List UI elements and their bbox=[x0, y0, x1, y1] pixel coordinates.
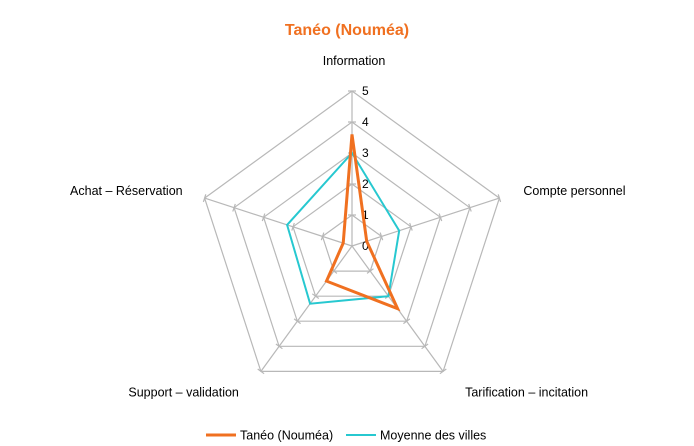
grid-spoke-5 bbox=[204, 197, 353, 247]
category-label-2: Compte personnel bbox=[523, 184, 625, 198]
grid-spoke-4 bbox=[260, 245, 353, 372]
grid-ring-2 bbox=[292, 183, 412, 297]
legend-label-1: Tanéo (Nouméa) bbox=[240, 429, 333, 443]
series-line-moyenne bbox=[285, 151, 401, 305]
radial-tick-labels: 0 1 2 3 4 5 bbox=[362, 84, 369, 253]
grid-ring-5 bbox=[203, 90, 501, 372]
tick-label-0: 0 bbox=[362, 239, 369, 253]
tick-label-3: 3 bbox=[362, 146, 369, 160]
tick-label-1: 1 bbox=[362, 208, 369, 222]
legend-label-2: Moyenne des villes bbox=[380, 429, 486, 443]
grid-ring-1 bbox=[321, 214, 383, 272]
grid-ring-4 bbox=[233, 121, 471, 347]
tick-label-4: 4 bbox=[362, 115, 369, 129]
legend: Tanéo (Nouméa) Moyenne des villes bbox=[206, 429, 486, 443]
tick-label-5: 5 bbox=[362, 84, 369, 98]
grid-tick-mark bbox=[497, 194, 502, 203]
chart-title: Tanéo (Nouméa) bbox=[285, 22, 409, 39]
grid-ring-3 bbox=[262, 152, 442, 322]
radar-grid bbox=[202, 90, 502, 375]
category-label-4: Support – validation bbox=[128, 385, 239, 399]
category-label-5: Achat – Réservation bbox=[70, 184, 183, 198]
series-line-taneo bbox=[324, 134, 401, 312]
category-label-3: Tarification – incitation bbox=[465, 385, 588, 399]
grid-spoke-2 bbox=[351, 197, 500, 247]
series-lines bbox=[285, 134, 401, 312]
category-labels: Information Compte personnel Tarification … bbox=[70, 54, 626, 399]
tick-label-2: 2 bbox=[362, 177, 369, 191]
category-label-1: Information bbox=[323, 54, 386, 68]
